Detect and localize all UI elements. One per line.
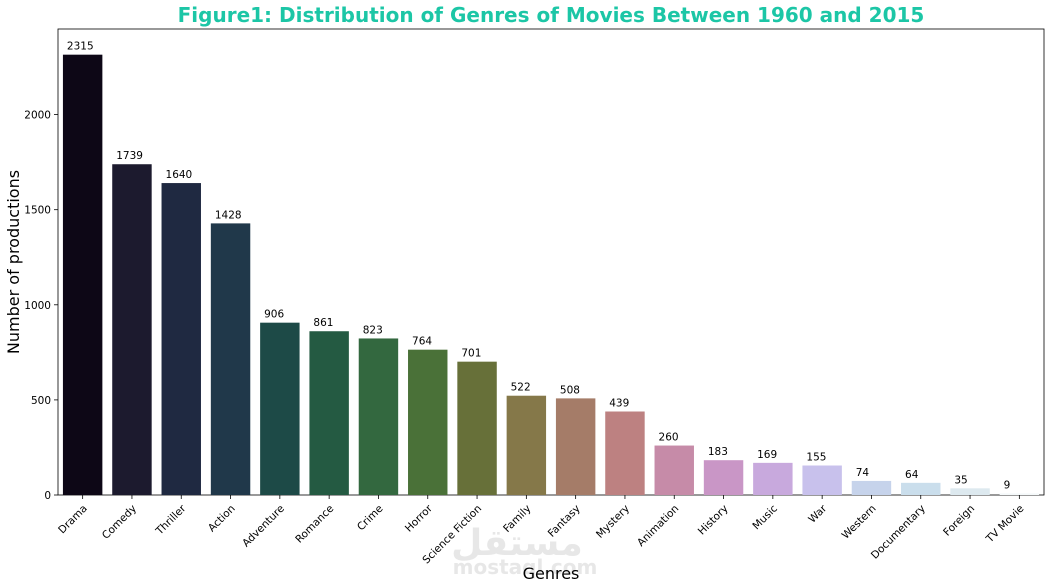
- bar-value-label: 74: [856, 467, 870, 479]
- watermark: مستقل mostaql.com: [451, 523, 597, 579]
- bar-value-label: 1640: [166, 169, 193, 181]
- bars-group: 2315 1739 1640 1428 906 861 823 764 701 522 508 439…: [62, 41, 1040, 496]
- bar: [112, 164, 152, 495]
- bar: [605, 411, 645, 495]
- bar: [703, 460, 744, 495]
- bar-value-label: 1739: [116, 150, 143, 162]
- bar: [753, 462, 793, 495]
- x-tick-label: Adventure: [240, 503, 287, 550]
- bar-value-label: 522: [511, 382, 531, 394]
- bar-value-label: 1428: [215, 209, 242, 221]
- watermark-arabic: مستقل: [451, 523, 583, 564]
- x-tick-label: History: [696, 503, 731, 538]
- bar: [408, 349, 448, 495]
- x-tick-label: War: [806, 502, 829, 525]
- y-axis: 0 500 1000 1500 2000: [24, 110, 58, 502]
- bar-value-label: 64: [905, 469, 919, 481]
- bar: [210, 223, 251, 496]
- x-tick-label: Horror: [403, 502, 436, 535]
- y-tick-label: 1000: [24, 300, 51, 312]
- x-tick-label: Foreign: [941, 503, 977, 539]
- bar: [950, 488, 990, 495]
- bar: [260, 322, 300, 495]
- x-tick-label: Romance: [293, 503, 336, 546]
- bar: [309, 331, 349, 495]
- bar-value-label: 823: [363, 324, 383, 336]
- x-axis-label: Genres: [523, 564, 580, 583]
- y-tick-label: 0: [44, 490, 51, 502]
- bar-value-label: 439: [609, 398, 629, 410]
- bar-value-label: 155: [806, 452, 826, 464]
- y-axis-label: Number of productions: [4, 170, 23, 354]
- bar: [161, 183, 201, 495]
- bar-value-label: 2315: [67, 41, 94, 53]
- bar: [851, 480, 892, 495]
- y-tick-label: 500: [31, 395, 51, 407]
- bar: [802, 465, 842, 495]
- bar-value-label: 260: [659, 432, 679, 444]
- bar-value-label: 906: [264, 309, 284, 321]
- bar-value-label: 35: [954, 474, 967, 486]
- bar-value-label: 508: [560, 384, 580, 396]
- bar-value-label: 764: [412, 336, 432, 348]
- bar-value-label: 861: [313, 317, 333, 329]
- bar: [654, 445, 694, 495]
- bar-value-label: 9: [1004, 479, 1011, 491]
- x-tick-label: Comedy: [100, 503, 139, 542]
- x-tick-label: Western: [840, 503, 879, 542]
- x-tick-label: Mystery: [594, 503, 632, 541]
- plot-area-frame: [57, 28, 1045, 496]
- bar-value-label: 183: [708, 446, 728, 458]
- bar: [358, 338, 399, 495]
- x-tick-label: Animation: [635, 503, 681, 549]
- x-tick-label: Crime: [355, 503, 386, 534]
- chart-title: Figure1: Distribution of Genres of Movie…: [178, 3, 925, 27]
- y-tick-label: 2000: [24, 110, 51, 122]
- x-tick-label: Drama: [56, 503, 90, 537]
- bar: [999, 493, 1040, 495]
- x-tick-label: Thriller: [153, 502, 189, 538]
- x-tick-label: Action: [206, 503, 238, 535]
- bar-value-label: 169: [757, 449, 777, 461]
- watermark-latin: mostaql.com: [453, 555, 598, 579]
- x-tick-label: TV Movie: [983, 503, 1026, 546]
- x-tick-label: Music: [750, 502, 780, 532]
- bar: [901, 482, 941, 495]
- bar: [457, 361, 497, 495]
- bar-value-label: 701: [461, 348, 481, 360]
- bar: [555, 398, 596, 495]
- bar: [506, 395, 547, 495]
- bar: [62, 54, 103, 495]
- y-tick-label: 1500: [24, 205, 51, 217]
